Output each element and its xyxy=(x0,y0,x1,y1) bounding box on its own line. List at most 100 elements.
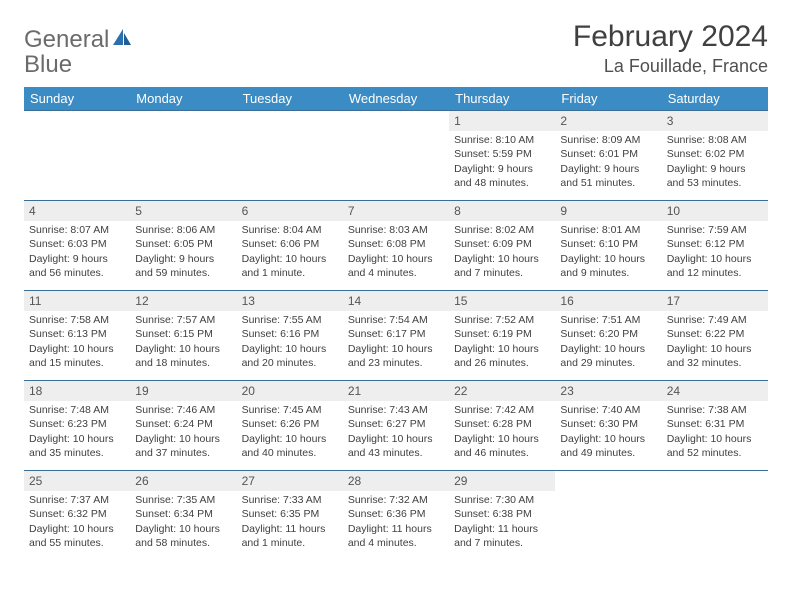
cell-body: Sunrise: 8:08 AMSunset: 6:02 PMDaylight:… xyxy=(662,131,768,194)
cell-body: Sunrise: 8:09 AMSunset: 6:01 PMDaylight:… xyxy=(555,131,661,194)
sunset-text: Sunset: 6:38 PM xyxy=(454,507,550,521)
sunset-text: Sunset: 6:03 PM xyxy=(29,237,125,251)
calendar-cell xyxy=(130,111,236,201)
calendar-cell: 7Sunrise: 8:03 AMSunset: 6:08 PMDaylight… xyxy=(343,201,449,291)
calendar-cell: 22 Sunrise: 7:42 AMSunset: 6:28 PMDayligh… xyxy=(449,381,555,471)
sunset-text: Sunset: 6:02 PM xyxy=(667,147,763,161)
brand-logo: General xyxy=(24,26,134,54)
day-number: 20 xyxy=(237,381,343,401)
sunrise-text: Sunrise: 7:43 AM xyxy=(348,403,444,417)
day-number: 13 xyxy=(237,291,343,311)
sunset-text: Sunset: 6:22 PM xyxy=(667,327,763,341)
location: La Fouillade, France xyxy=(573,56,768,77)
sunset-text: Sunset: 6:28 PM xyxy=(454,417,550,431)
daylight-text: Daylight: 10 hours and 49 minutes. xyxy=(560,432,656,460)
sunset-text: Sunset: 6:08 PM xyxy=(348,237,444,251)
daylight-text: Daylight: 10 hours and 40 minutes. xyxy=(242,432,338,460)
month-title: February 2024 xyxy=(573,20,768,54)
sunset-text: Sunset: 6:26 PM xyxy=(242,417,338,431)
daylight-text: Daylight: 9 hours and 56 minutes. xyxy=(29,252,125,280)
calendar-cell: 19Sunrise: 7:46 AMSunset: 6:24 PMDayligh… xyxy=(130,381,236,471)
day-number: 14 xyxy=(343,291,449,311)
day-header: Friday xyxy=(555,87,661,111)
daylight-text: Daylight: 10 hours and 52 minutes. xyxy=(667,432,763,460)
sunset-text: Sunset: 6:01 PM xyxy=(560,147,656,161)
calendar-cell: 18Sunrise: 7:48 AMSunset: 6:23 PMDayligh… xyxy=(24,381,130,471)
cell-body: Sunrise: 8:10 AMSunset: 5:59 PMDaylight:… xyxy=(449,131,555,194)
sunrise-text: Sunrise: 7:45 AM xyxy=(242,403,338,417)
calendar-table: Sunday Monday Tuesday Wednesday Thursday… xyxy=(24,87,768,561)
calendar-cell: 16Sunrise: 7:51 AMSunset: 6:20 PMDayligh… xyxy=(555,291,661,381)
cell-body: Sunrise: 7:49 AMSunset: 6:22 PMDaylight:… xyxy=(662,311,768,374)
sunset-text: Sunset: 6:30 PM xyxy=(560,417,656,431)
calendar-cell: 20 Sunrise: 7:45 AMSunset: 6:26 PMDayligh… xyxy=(237,381,343,471)
daylight-text: Daylight: 10 hours and 32 minutes. xyxy=(667,342,763,370)
calendar-cell: 5Sunrise: 8:06 AMSunset: 6:05 PMDaylight… xyxy=(130,201,236,291)
day-header: Sunday xyxy=(24,87,130,111)
daylight-text: Daylight: 11 hours and 4 minutes. xyxy=(348,522,444,550)
day-number: 15 xyxy=(449,291,555,311)
cell-body: Sunrise: 8:04 AMSunset: 6:06 PMDaylight:… xyxy=(237,221,343,284)
calendar-cell: 10 Sunrise: 7:59 AMSunset: 6:12 PMDayligh… xyxy=(662,201,768,291)
daylight-text: Daylight: 10 hours and 12 minutes. xyxy=(667,252,763,280)
day-number: 6 xyxy=(237,201,343,221)
sunset-text: Sunset: 6:06 PM xyxy=(242,237,338,251)
day-number: 22 xyxy=(449,381,555,401)
brand-part2: Blue xyxy=(24,51,72,78)
day-number: 27 xyxy=(237,471,343,491)
sunrise-text: Sunrise: 7:42 AM xyxy=(454,403,550,417)
cell-body: Sunrise: 7:33 AMSunset: 6:35 PMDaylight:… xyxy=(237,491,343,554)
daylight-text: Daylight: 9 hours and 51 minutes. xyxy=(560,162,656,190)
calendar-cell xyxy=(24,111,130,201)
sunrise-text: Sunrise: 8:07 AM xyxy=(29,223,125,237)
calendar-cell: 2Sunrise: 8:09 AMSunset: 6:01 PMDaylight… xyxy=(555,111,661,201)
sunrise-text: Sunrise: 7:58 AM xyxy=(29,313,125,327)
sunrise-text: Sunrise: 7:59 AM xyxy=(667,223,763,237)
daylight-text: Daylight: 10 hours and 15 minutes. xyxy=(29,342,125,370)
cell-body: Sunrise: 7:30 AMSunset: 6:38 PMDaylight:… xyxy=(449,491,555,554)
daylight-text: Daylight: 11 hours and 7 minutes. xyxy=(454,522,550,550)
brand-part1: General xyxy=(24,26,109,54)
day-number: 4 xyxy=(24,201,130,221)
day-number: 5 xyxy=(130,201,236,221)
calendar-cell: 24Sunrise: 7:38 AMSunset: 6:31 PMDayligh… xyxy=(662,381,768,471)
calendar-cell xyxy=(343,111,449,201)
day-number: 18 xyxy=(24,381,130,401)
sail-icon xyxy=(111,26,133,54)
sunset-text: Sunset: 6:24 PM xyxy=(135,417,231,431)
cell-body: Sunrise: 7:46 AMSunset: 6:24 PMDaylight:… xyxy=(130,401,236,464)
calendar-week-row: 11Sunrise: 7:58 AMSunset: 6:13 PMDayligh… xyxy=(24,291,768,381)
day-number: 26 xyxy=(130,471,236,491)
day-header: Saturday xyxy=(662,87,768,111)
cell-body: Sunrise: 8:06 AMSunset: 6:05 PMDaylight:… xyxy=(130,221,236,284)
sunset-text: Sunset: 6:17 PM xyxy=(348,327,444,341)
daylight-text: Daylight: 10 hours and 23 minutes. xyxy=(348,342,444,370)
cell-body: Sunrise: 7:32 AMSunset: 6:36 PMDaylight:… xyxy=(343,491,449,554)
day-number: 10 xyxy=(662,201,768,221)
daylight-text: Daylight: 10 hours and 35 minutes. xyxy=(29,432,125,460)
calendar-cell: 8Sunrise: 8:02 AMSunset: 6:09 PMDaylight… xyxy=(449,201,555,291)
sunset-text: Sunset: 6:35 PM xyxy=(242,507,338,521)
sunset-text: Sunset: 6:23 PM xyxy=(29,417,125,431)
day-number: 24 xyxy=(662,381,768,401)
sunset-text: Sunset: 6:19 PM xyxy=(454,327,550,341)
calendar-cell: 12Sunrise: 7:57 AMSunset: 6:15 PMDayligh… xyxy=(130,291,236,381)
daylight-text: Daylight: 10 hours and 1 minute. xyxy=(242,252,338,280)
daylight-text: Daylight: 10 hours and 55 minutes. xyxy=(29,522,125,550)
daylight-text: Daylight: 10 hours and 29 minutes. xyxy=(560,342,656,370)
sunrise-text: Sunrise: 8:02 AM xyxy=(454,223,550,237)
daylight-text: Daylight: 10 hours and 46 minutes. xyxy=(454,432,550,460)
day-number: 12 xyxy=(130,291,236,311)
sunset-text: Sunset: 6:12 PM xyxy=(667,237,763,251)
daylight-text: Daylight: 10 hours and 20 minutes. xyxy=(242,342,338,370)
calendar-week-row: 25Sunrise: 7:37 AMSunset: 6:32 PMDayligh… xyxy=(24,471,768,561)
daylight-text: Daylight: 10 hours and 7 minutes. xyxy=(454,252,550,280)
calendar-cell: 9Sunrise: 8:01 AMSunset: 6:10 PMDaylight… xyxy=(555,201,661,291)
cell-body: Sunrise: 7:51 AMSunset: 6:20 PMDaylight:… xyxy=(555,311,661,374)
day-number: 11 xyxy=(24,291,130,311)
sunset-text: Sunset: 6:15 PM xyxy=(135,327,231,341)
day-number: 3 xyxy=(662,111,768,131)
day-header: Tuesday xyxy=(237,87,343,111)
calendar-cell: 25Sunrise: 7:37 AMSunset: 6:32 PMDayligh… xyxy=(24,471,130,561)
daylight-text: Daylight: 10 hours and 43 minutes. xyxy=(348,432,444,460)
